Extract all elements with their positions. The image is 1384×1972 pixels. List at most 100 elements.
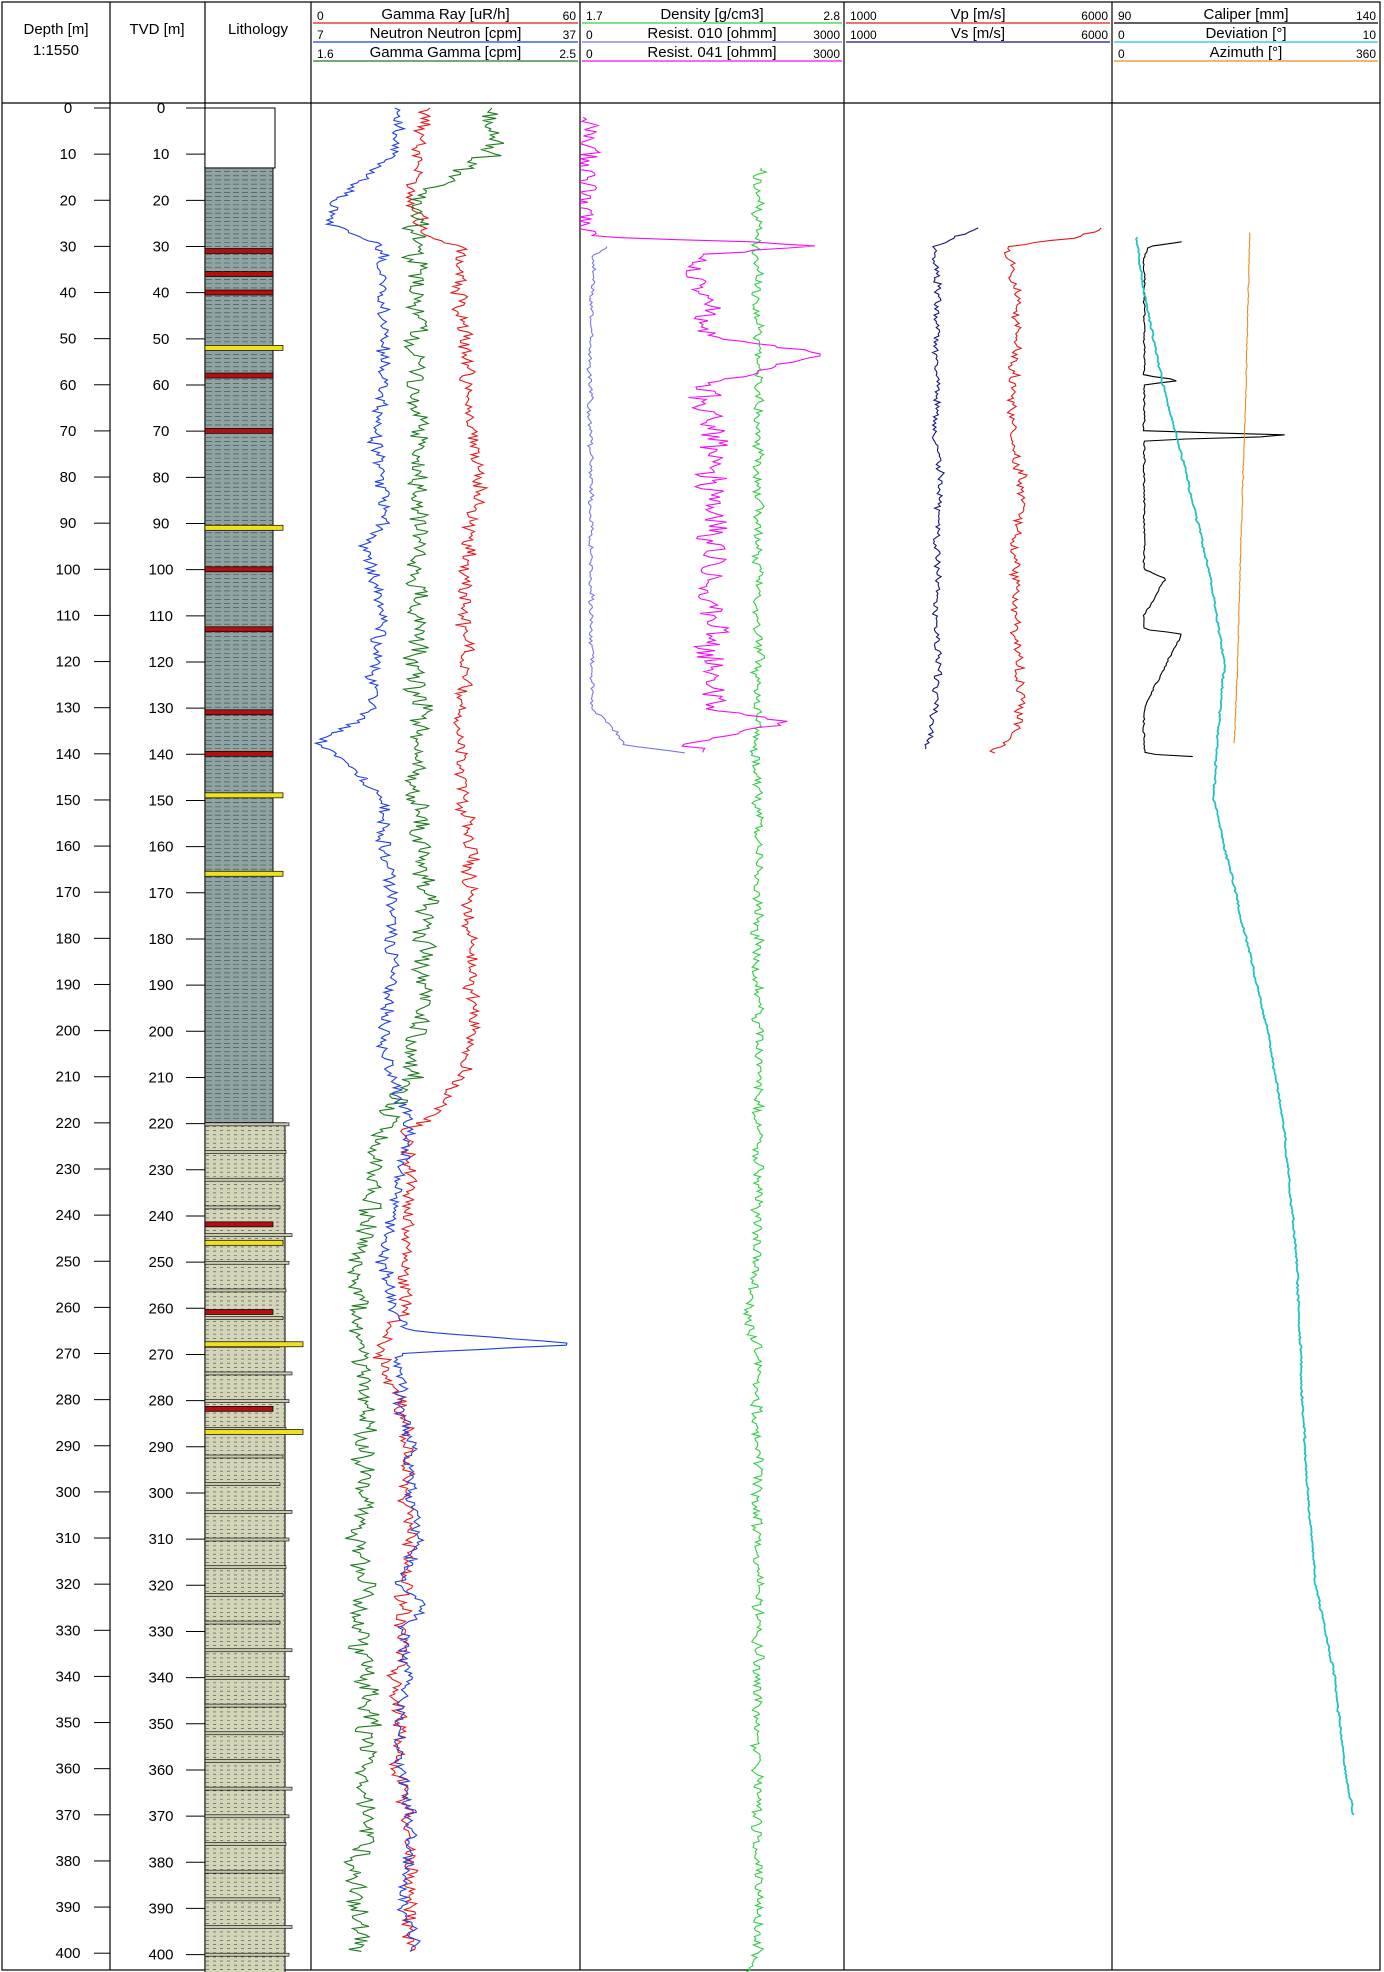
depth-tick-label: 140 [55,746,80,763]
tvd-tick-label: 160 [148,839,173,856]
track1-header-1: 0 Gamma Ray [uR/h] 60 [313,6,578,24]
tvd-tick-label: 130 [148,700,173,717]
curve-max-label: 6000 [1081,28,1108,42]
neutron-neutron-curve [313,107,568,1952]
tvd-tick-label: 330 [148,1623,173,1640]
lithology-marker-bed [204,428,274,434]
tvd-tick-label: 170 [148,885,173,902]
curve-min-label: 0 [1118,47,1125,61]
log-curves [313,107,1355,1972]
depth-tick-label: 220 [55,1115,80,1132]
lithology-thin-bed [204,1897,281,1902]
curve-name-label: Gamma Gamma [cpm] [370,44,522,61]
tvd-tick-label: 380 [148,1854,173,1871]
depth-tick-label: 210 [55,1069,80,1086]
depth-tick-label: 230 [55,1161,80,1178]
curve-max-label: 3000 [813,47,840,61]
lithology-thin-bed [204,1177,284,1182]
depth-tick-label: 120 [55,654,80,671]
curve-min-label: 0 [1118,28,1125,42]
track4-header-2: 0 Deviation [°] 10 [1114,25,1378,43]
tvd-tick-label: 320 [148,1577,173,1594]
track3-header-1: 1000 Vp [m/s] 6000 [846,6,1110,24]
tvd-tick-label: 70 [153,423,170,440]
tvd-tick-label: 140 [148,746,173,763]
depth-tick-label: 360 [55,1761,80,1778]
tvd-tick-label: 50 [153,331,170,348]
lithology-marker-bed [204,626,274,633]
tvd-tick-label: 0 [157,100,165,117]
lithology-marker-bed [204,1239,284,1246]
depth-tick-label: 340 [55,1668,80,1685]
depth-tick-label: 180 [55,930,80,947]
tvd-tick-label: 300 [148,1485,173,1502]
lithology-marker-bed [204,709,274,716]
curve-max-label: 360 [1356,47,1376,61]
depth-scale-label: 1:1550 [33,42,79,59]
lithology-thin-bed [204,1676,290,1680]
deviation-curve [1135,236,1355,1816]
depth-tick-label: 260 [55,1299,80,1316]
lithology-marker-bed [204,566,274,573]
lithology-thin-bed [204,1288,287,1293]
vs-curve [924,227,979,750]
curve-max-label: 2.5 [559,47,576,61]
depth-tick-label: 160 [55,838,80,855]
lithology-thin-bed [204,1233,293,1237]
depth-tick-label: 370 [55,1807,80,1824]
tvd-tick-label: 230 [148,1162,173,1179]
lithology-marker-bed [204,870,284,877]
tvd-tick-label: 250 [148,1254,173,1271]
tvd-tick-label: 370 [148,1808,173,1825]
curve-min-label: 1.7 [586,9,603,23]
header-row: Depth [m] 1:1550 TVD [m] Lithology 0 Gamm… [23,6,1378,62]
curve-max-label: 2.8 [823,9,840,23]
tvd-tick-label: 190 [148,977,173,994]
lithology-marker-bed [204,289,274,296]
depth-tick-label: 380 [55,1853,80,1870]
curve-name-label: Azimuth [°] [1210,44,1283,61]
tvd-tick-label: 10 [153,146,170,163]
tvd-tick-label: 340 [148,1670,173,1687]
lithology-column-title: Lithology [228,21,289,38]
track2-header-1: 1.7 Density [g/cm3] 2.8 [582,6,842,24]
lithology-thin-bed [204,1925,293,1929]
lithology-thin-bed [204,1869,284,1874]
depth-tick-label: 60 [60,377,77,394]
tvd-tick-label: 120 [148,654,173,671]
curve-min-label: 1.6 [317,47,334,61]
depth-tick-label: 150 [55,792,80,809]
curve-min-label: 0 [317,9,324,23]
lithology-thin-bed [204,1620,281,1625]
lithology-column [204,107,304,1972]
track4-header-1: 90 Caliper [mm] 140 [1114,6,1378,24]
depth-tick-label: 190 [55,976,80,993]
depth-tick-label: 320 [55,1576,80,1593]
tvd-tick-label: 150 [148,792,173,809]
gamma-gamma-curve [343,107,505,1952]
track2-header-3: 0 Resist. 041 [ohmm] 3000 [582,44,842,62]
lithology-thin-bed [204,1205,281,1210]
tvd-tick-label: 60 [153,377,170,394]
tvd-tick-label: 360 [148,1762,173,1779]
depth-tick-label: 250 [55,1253,80,1270]
lithology-thin-bed [204,1703,287,1708]
tvd-tick-label: 100 [148,562,173,579]
lithology-marker-bed [204,792,284,799]
caliper-curve [1142,241,1285,758]
depth-tick-label: 390 [55,1899,80,1916]
lithology-marker-bed [204,1406,274,1412]
depth-column-title: Depth [m] [23,21,88,38]
tvd-tick-label: 390 [148,1900,173,1917]
lithology-marker-bed [204,750,274,757]
curve-name-label: Neutron Neutron [cpm] [370,25,522,42]
curve-max-label: 140 [1356,9,1376,23]
tvd-tick-label: 350 [148,1716,173,1733]
tvd-tick-label: 90 [153,515,170,532]
depth-tick-label: 90 [60,515,77,532]
lithology-marker-bed [204,248,274,254]
lithology-marker-bed [204,524,284,531]
depth-tick-label: 50 [60,331,77,348]
lithology-thin-bed [204,1814,290,1819]
